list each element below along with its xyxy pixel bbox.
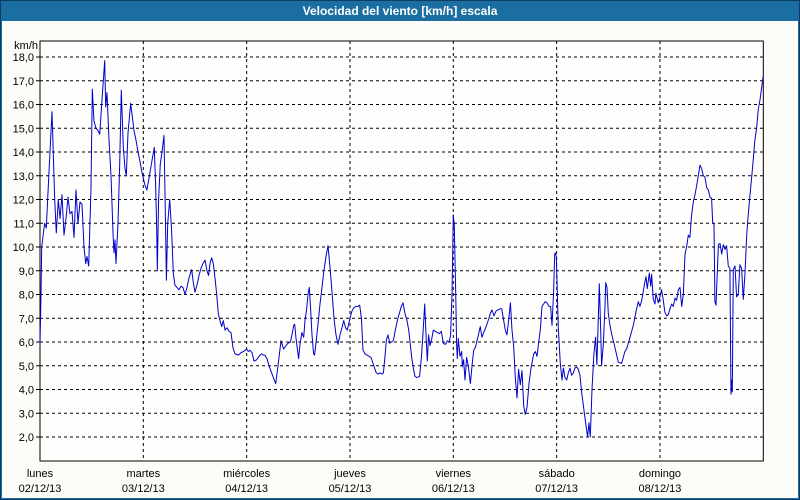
y-tick-label: 13,0 bbox=[13, 171, 34, 183]
y-tick-label: 15,0 bbox=[13, 123, 34, 135]
x-date-label: 08/12/13 bbox=[639, 483, 682, 495]
y-tick-label: 12,0 bbox=[13, 195, 34, 207]
x-date-label: 03/12/13 bbox=[122, 483, 165, 495]
x-day-label: miércoles bbox=[223, 468, 271, 480]
x-day-label: martes bbox=[127, 468, 161, 480]
y-tick-label: 4,0 bbox=[19, 385, 34, 397]
y-tick-label: 18,0 bbox=[13, 52, 34, 64]
x-day-label: sábado bbox=[539, 468, 575, 480]
x-date-label: 02/12/13 bbox=[19, 483, 62, 495]
x-day-label: lunes bbox=[27, 468, 54, 480]
window-title: Velocidad del viento [km/h] escala bbox=[302, 4, 498, 18]
y-tick-label: 2,0 bbox=[19, 432, 34, 444]
y-tick-label: 6,0 bbox=[19, 337, 34, 349]
x-label-group: lunes 02/12/13 martes 03/12/13 miércoles 04/1… bbox=[19, 468, 682, 495]
y-tick-label: 17,0 bbox=[13, 76, 34, 88]
wind-speed-line bbox=[39, 60, 764, 438]
y-tick-label: 16,0 bbox=[13, 100, 34, 112]
x-date-label: 06/12/13 bbox=[432, 483, 475, 495]
y-tick-label: 3,0 bbox=[19, 408, 34, 420]
x-date-label: 07/12/13 bbox=[535, 483, 578, 495]
y-axis-unit-label: km/h bbox=[14, 40, 38, 52]
x-date-label: 04/12/13 bbox=[225, 483, 268, 495]
y-tick-label: 9,0 bbox=[19, 266, 34, 278]
x-day-label: viernes bbox=[436, 468, 472, 480]
y-tick-label: 14,0 bbox=[13, 147, 34, 159]
plot-border bbox=[39, 40, 764, 462]
y-tick-label: 8,0 bbox=[19, 290, 34, 302]
x-day-label: jueves bbox=[333, 468, 366, 480]
title-bar: Velocidad del viento [km/h] escala bbox=[1, 1, 799, 21]
x-day-label: domingo bbox=[639, 468, 681, 480]
x-date-label: 05/12/13 bbox=[329, 483, 372, 495]
y-tick-label: 7,0 bbox=[19, 313, 34, 325]
y-tick-label: 11,0 bbox=[13, 218, 34, 230]
y-tick-label: 10,0 bbox=[13, 242, 34, 254]
x-grid-group bbox=[142, 41, 661, 461]
y-tick-label: 5,0 bbox=[19, 361, 34, 373]
